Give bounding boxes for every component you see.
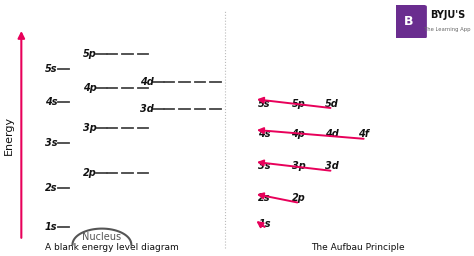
- Text: 4s: 4s: [258, 129, 271, 140]
- Text: A blank energy level diagram: A blank energy level diagram: [45, 243, 178, 252]
- Text: 4p: 4p: [292, 129, 305, 140]
- Text: 3p: 3p: [292, 161, 305, 172]
- Text: 5s: 5s: [45, 64, 57, 74]
- Text: 2p: 2p: [83, 168, 97, 178]
- Text: 3d: 3d: [140, 104, 154, 114]
- Text: 3s: 3s: [258, 161, 271, 172]
- Text: 3s: 3s: [45, 138, 57, 148]
- Text: The Learning App: The Learning App: [424, 27, 471, 31]
- Text: BYJU'S: BYJU'S: [430, 10, 465, 20]
- Text: 2p: 2p: [292, 193, 305, 204]
- Text: 4d: 4d: [140, 77, 154, 87]
- Text: 5s: 5s: [258, 99, 271, 109]
- Text: 3p: 3p: [83, 123, 97, 133]
- Text: The Aufbau Principle: The Aufbau Principle: [311, 243, 405, 252]
- Text: Energy: Energy: [3, 116, 14, 155]
- Text: 4d: 4d: [325, 129, 338, 140]
- Text: Nucleus: Nucleus: [82, 231, 121, 242]
- Text: 5d: 5d: [325, 99, 338, 109]
- Text: 4s: 4s: [45, 97, 57, 108]
- Text: 1s: 1s: [45, 221, 57, 232]
- Text: 5p: 5p: [83, 49, 97, 59]
- Text: 4f: 4f: [358, 129, 369, 140]
- Text: 1s: 1s: [258, 219, 271, 229]
- Text: 2s: 2s: [258, 193, 271, 204]
- Text: 2s: 2s: [45, 183, 57, 193]
- Text: 4p: 4p: [83, 83, 97, 93]
- Text: 5p: 5p: [292, 99, 305, 109]
- FancyBboxPatch shape: [391, 5, 427, 39]
- Text: B: B: [404, 15, 414, 28]
- Text: 3d: 3d: [325, 161, 338, 172]
